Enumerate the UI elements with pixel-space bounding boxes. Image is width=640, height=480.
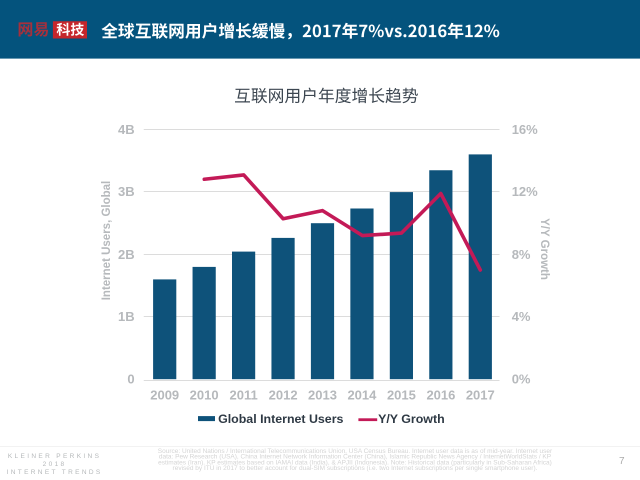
svg-text:2017: 2017	[466, 387, 495, 402]
svg-text:2014: 2014	[347, 387, 377, 402]
svg-text:INTERNET TRENDS: INTERNET TRENDS	[7, 469, 103, 476]
svg-text:2018: 2018	[43, 461, 67, 468]
svg-text:revised by ITU in 2017 to bett: revised by ITU in 2017 to better account…	[173, 465, 538, 472]
svg-text:8%: 8%	[512, 247, 531, 262]
svg-text:0%: 0%	[512, 372, 531, 387]
svg-text:16%: 16%	[512, 122, 538, 137]
svg-text:2009: 2009	[150, 387, 179, 402]
svg-text:2010: 2010	[190, 387, 219, 402]
svg-text:2013: 2013	[308, 387, 337, 402]
svg-text:4B: 4B	[118, 122, 135, 137]
svg-text:KLEINER PERKINS: KLEINER PERKINS	[8, 453, 101, 460]
svg-text:Y/Y Growth: Y/Y Growth	[378, 412, 445, 426]
svg-text:Source: United Nations / Inter: Source: United Nations / International T…	[158, 448, 553, 455]
svg-text:1B: 1B	[118, 309, 135, 324]
svg-text:2015: 2015	[387, 387, 416, 402]
svg-text:data: Pew Research (USA), Chin: data: Pew Research (USA), China Internet…	[159, 454, 551, 461]
svg-text:Y/Y Growth: Y/Y Growth	[538, 218, 550, 280]
svg-text:7: 7	[619, 456, 625, 467]
svg-text:2B: 2B	[118, 247, 135, 262]
svg-text:4%: 4%	[512, 309, 531, 324]
svg-text:2012: 2012	[269, 387, 298, 402]
svg-text:estimates (Iran). KP estimates: estimates (Iran). KP estimates based on …	[158, 459, 552, 466]
svg-text:12%: 12%	[512, 184, 538, 199]
svg-text:2011: 2011	[229, 387, 257, 402]
svg-text:Global Internet Users: Global Internet Users	[218, 412, 343, 426]
svg-text:2016: 2016	[426, 387, 455, 402]
svg-text:0: 0	[127, 372, 134, 387]
svg-text:Internet Users, Global: Internet Users, Global	[101, 181, 113, 301]
svg-text:3B: 3B	[118, 184, 135, 199]
